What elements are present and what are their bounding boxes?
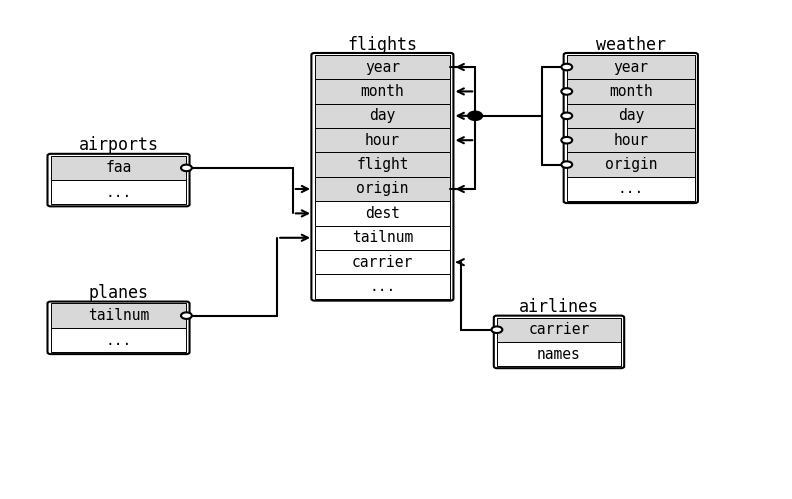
Bar: [497, 342, 621, 366]
Text: airlines: airlines: [519, 298, 599, 316]
Circle shape: [181, 312, 192, 319]
Circle shape: [562, 137, 572, 144]
Bar: [567, 55, 695, 79]
Text: month: month: [609, 84, 653, 99]
Text: origin: origin: [356, 182, 409, 197]
Text: ...: ...: [105, 185, 131, 200]
Bar: [314, 201, 451, 226]
Bar: [314, 250, 451, 274]
FancyBboxPatch shape: [311, 53, 454, 300]
Text: tailnum: tailnum: [352, 230, 413, 246]
FancyBboxPatch shape: [48, 301, 189, 354]
Circle shape: [181, 165, 192, 171]
Text: ...: ...: [618, 182, 644, 197]
Bar: [51, 328, 186, 352]
Text: tailnum: tailnum: [88, 308, 149, 323]
Bar: [51, 303, 186, 328]
Text: ...: ...: [105, 332, 131, 347]
Bar: [567, 177, 695, 201]
Text: planes: planes: [89, 284, 149, 302]
Circle shape: [492, 326, 502, 333]
Text: year: year: [365, 59, 400, 74]
Bar: [567, 104, 695, 128]
Circle shape: [562, 113, 572, 119]
Text: airports: airports: [78, 136, 158, 154]
Bar: [314, 226, 451, 250]
Text: year: year: [613, 59, 649, 74]
Bar: [567, 79, 695, 104]
Bar: [51, 180, 186, 205]
Text: flights: flights: [348, 35, 417, 53]
Bar: [314, 128, 451, 152]
Bar: [314, 152, 451, 177]
Text: hour: hour: [365, 133, 400, 148]
Text: day: day: [369, 108, 395, 123]
FancyBboxPatch shape: [493, 316, 624, 368]
Text: flight: flight: [356, 157, 409, 172]
Bar: [314, 104, 451, 128]
Text: dest: dest: [365, 206, 400, 221]
Bar: [51, 156, 186, 180]
Bar: [314, 79, 451, 104]
Circle shape: [468, 112, 482, 120]
Text: carrier: carrier: [352, 254, 413, 269]
Text: origin: origin: [604, 157, 657, 172]
Text: carrier: carrier: [528, 322, 589, 337]
Text: weather: weather: [596, 35, 666, 53]
FancyBboxPatch shape: [564, 53, 698, 203]
Text: ...: ...: [369, 279, 395, 294]
Text: faa: faa: [105, 160, 131, 175]
Circle shape: [562, 161, 572, 168]
Bar: [314, 177, 451, 201]
Bar: [314, 274, 451, 299]
Text: month: month: [360, 84, 404, 99]
Circle shape: [562, 88, 572, 95]
Text: hour: hour: [613, 133, 649, 148]
Text: day: day: [618, 108, 644, 123]
Bar: [567, 128, 695, 152]
Text: names: names: [537, 347, 581, 362]
Bar: [314, 55, 451, 79]
FancyBboxPatch shape: [48, 154, 189, 207]
Bar: [567, 152, 695, 177]
Circle shape: [562, 64, 572, 70]
Bar: [497, 317, 621, 342]
